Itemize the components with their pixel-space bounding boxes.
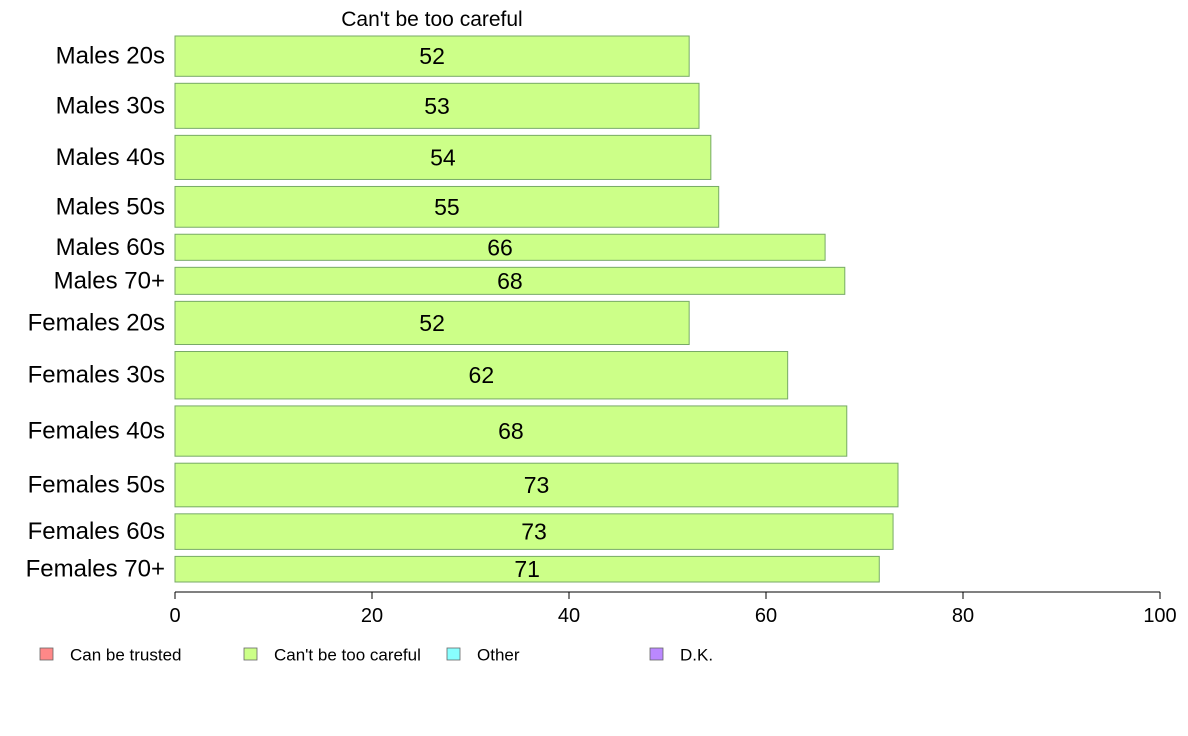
- bar: [174, 555, 880, 583]
- x-axis: 0 20 40 60 80 100: [169, 591, 1177, 627]
- bar: [174, 185, 720, 228]
- legend: Can be trusted Can't be too careful Other D…: [39, 646, 713, 665]
- x-tick-label: 20: [361, 605, 383, 627]
- bar: [174, 513, 894, 550]
- category-label: Males 60s: [56, 234, 165, 261]
- legend-swatch: [649, 647, 664, 661]
- bar-value-label: 52: [419, 310, 445, 336]
- category-label: Males 20s: [56, 43, 165, 70]
- category-label: Females 30s: [28, 362, 165, 389]
- bar-value-label: 55: [434, 194, 460, 220]
- chart-title: Can't be too careful: [341, 8, 522, 31]
- bar-value-label: 66: [487, 234, 513, 260]
- bar: [174, 266, 846, 295]
- category-label: Females 50s: [28, 472, 165, 499]
- category-label: Females 70+: [26, 556, 165, 583]
- x-tick-label: 100: [1143, 605, 1176, 627]
- category-label: Males 40s: [56, 144, 165, 171]
- bar: [174, 300, 690, 346]
- bar-value-label: 62: [469, 362, 495, 388]
- bar: [174, 462, 899, 508]
- category-label: Males 30s: [56, 92, 165, 119]
- bar: [174, 134, 712, 180]
- category-label: Females 60s: [28, 518, 165, 545]
- legend-label: Other: [477, 646, 520, 665]
- category-label: Females 40s: [28, 418, 165, 445]
- bars-group: 52 Males 20s 53 Males 30s 54 Males 40s 55 Males…: [26, 35, 899, 583]
- legend-label: D.K.: [680, 646, 713, 665]
- bar-value-label: 53: [424, 93, 450, 119]
- legend-swatch: [39, 647, 54, 661]
- x-tick-label: 40: [558, 605, 580, 627]
- bar: [174, 35, 690, 77]
- bar-value-label: 54: [430, 144, 456, 170]
- x-tick-label: 80: [952, 605, 974, 627]
- category-label: Males 70+: [54, 267, 165, 294]
- bar-value-label: 68: [498, 418, 524, 444]
- legend-swatch: [243, 647, 258, 661]
- bar: [174, 82, 700, 129]
- legend-swatch: [446, 647, 461, 661]
- legend-label: Can't be too careful: [274, 646, 421, 665]
- x-tick-label: 60: [755, 605, 777, 627]
- bar-value-label: 73: [521, 519, 547, 545]
- bar-value-label: 68: [497, 268, 523, 294]
- bar: [174, 351, 789, 400]
- bar-value-label: 52: [419, 43, 445, 69]
- bar: [174, 233, 826, 261]
- x-tick-label: 0: [169, 605, 180, 627]
- category-label: Females 20s: [28, 309, 165, 336]
- bar: [174, 405, 848, 457]
- category-label: Males 50s: [56, 193, 165, 220]
- bar-value-label: 71: [514, 556, 540, 582]
- legend-label: Can be trusted: [70, 646, 182, 665]
- bar-value-label: 73: [524, 472, 550, 498]
